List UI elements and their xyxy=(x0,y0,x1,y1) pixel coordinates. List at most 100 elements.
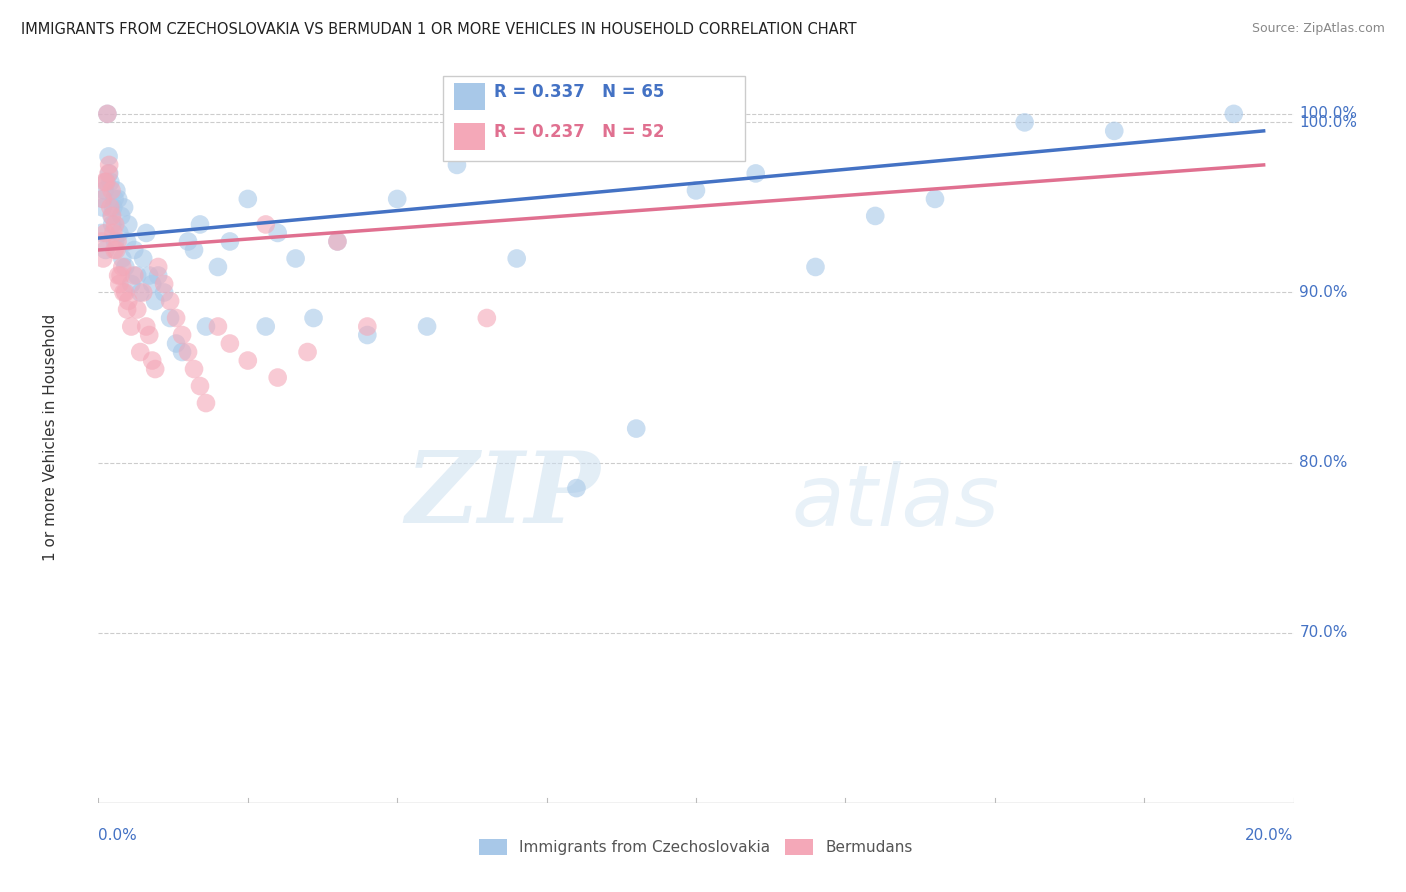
Point xyxy=(97,149,120,163)
Point xyxy=(207,260,229,274)
Point xyxy=(127,268,149,283)
Point xyxy=(96,107,118,121)
Point xyxy=(302,311,325,326)
Point xyxy=(141,353,163,368)
Point xyxy=(177,235,200,249)
Point xyxy=(267,226,290,240)
Text: Source: ZipAtlas.com: Source: ZipAtlas.com xyxy=(1251,22,1385,36)
Point xyxy=(804,260,827,274)
Point xyxy=(565,481,588,495)
Point xyxy=(297,345,319,359)
Point xyxy=(129,345,152,359)
Point xyxy=(284,252,307,266)
Point xyxy=(138,268,160,283)
Point xyxy=(107,235,129,249)
Point xyxy=(172,328,194,343)
Point xyxy=(183,243,205,257)
Point xyxy=(143,293,166,308)
Point xyxy=(159,293,181,308)
Point xyxy=(107,268,129,283)
Point xyxy=(236,192,259,206)
Text: 0.0%: 0.0% xyxy=(98,829,138,843)
Point xyxy=(135,226,157,240)
Text: 100.0%: 100.0% xyxy=(1299,106,1358,121)
Point xyxy=(107,192,129,206)
Point xyxy=(188,218,211,232)
Text: 70.0%: 70.0% xyxy=(1299,625,1348,640)
Point xyxy=(475,311,498,326)
Legend: Immigrants from Czechoslovakia, Bermudans: Immigrants from Czechoslovakia, Bermudan… xyxy=(474,833,918,861)
Text: R = 0.337   N = 65: R = 0.337 N = 65 xyxy=(494,83,664,101)
Point xyxy=(132,252,155,266)
Point xyxy=(91,192,114,206)
Point xyxy=(165,311,187,326)
Point xyxy=(98,158,121,172)
Point xyxy=(108,277,131,291)
Point xyxy=(446,158,468,172)
Point xyxy=(110,209,132,223)
Point xyxy=(110,268,132,283)
Text: IMMIGRANTS FROM CZECHOSLOVAKIA VS BERMUDAN 1 OR MORE VEHICLES IN HOUSEHOLD CORRE: IMMIGRANTS FROM CZECHOSLOVAKIA VS BERMUD… xyxy=(21,22,856,37)
Point xyxy=(626,421,648,435)
Point xyxy=(105,183,128,197)
Point xyxy=(90,226,112,240)
Point xyxy=(120,319,142,334)
Point xyxy=(124,243,146,257)
Point xyxy=(115,235,138,249)
Point xyxy=(91,201,114,215)
Point xyxy=(416,319,439,334)
Point xyxy=(1223,107,1246,121)
Point xyxy=(94,243,117,257)
Point xyxy=(1014,115,1036,129)
Text: ZIP: ZIP xyxy=(405,448,600,544)
Text: 1 or more Vehicles in Household: 1 or more Vehicles in Household xyxy=(44,313,58,561)
Point xyxy=(326,235,349,249)
Point xyxy=(188,379,211,393)
Point xyxy=(114,285,136,300)
Text: 90.0%: 90.0% xyxy=(1299,285,1348,300)
Point xyxy=(159,311,181,326)
Point xyxy=(96,175,118,189)
Point xyxy=(103,243,125,257)
Point xyxy=(172,345,194,359)
Point xyxy=(254,319,277,334)
Point xyxy=(93,175,115,189)
Point xyxy=(207,319,229,334)
Point xyxy=(356,319,378,334)
Point xyxy=(148,268,170,283)
Point xyxy=(138,328,160,343)
Point xyxy=(100,209,122,223)
Point xyxy=(132,285,155,300)
Point xyxy=(135,319,157,334)
Point xyxy=(165,336,187,351)
Point xyxy=(103,226,125,240)
Point xyxy=(101,218,124,232)
Point xyxy=(103,201,125,215)
Point xyxy=(195,319,218,334)
Point xyxy=(153,277,176,291)
Point xyxy=(219,336,242,351)
Point xyxy=(117,218,139,232)
Point xyxy=(356,328,378,343)
Point xyxy=(96,175,118,189)
Point xyxy=(112,285,135,300)
Text: 20.0%: 20.0% xyxy=(1246,829,1294,843)
Point xyxy=(506,252,529,266)
Point xyxy=(153,285,176,300)
Point xyxy=(236,353,259,368)
Point xyxy=(91,192,114,206)
Text: 80.0%: 80.0% xyxy=(1299,455,1348,470)
Point xyxy=(177,345,200,359)
Point xyxy=(98,201,122,215)
Point xyxy=(124,268,146,283)
Point xyxy=(90,235,112,249)
Point xyxy=(1104,124,1126,138)
Point xyxy=(94,226,117,240)
Point xyxy=(96,107,118,121)
Point xyxy=(98,166,121,180)
Point xyxy=(195,396,218,410)
Point xyxy=(326,235,349,249)
Point xyxy=(143,362,166,376)
Point xyxy=(115,302,138,317)
Point xyxy=(685,183,707,197)
